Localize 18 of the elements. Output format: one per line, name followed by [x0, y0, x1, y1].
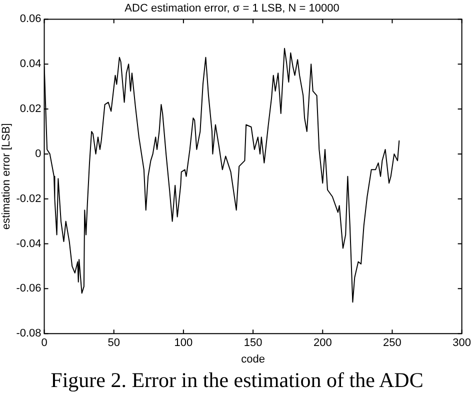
x-tick-label: 250 — [383, 337, 402, 350]
x-tick-label: 300 — [452, 337, 472, 350]
x-tick-label: 150 — [244, 337, 262, 350]
x-tick-label: 50 — [108, 337, 120, 350]
y-tick-label: -0.04 — [16, 238, 42, 250]
y-tick-label: -0.08 — [16, 328, 42, 340]
y-tick-label: 0.02 — [20, 103, 42, 116]
x-tick-label: 100 — [174, 337, 193, 350]
y-tick-label: 0.04 — [20, 58, 42, 70]
y-tick-label: 0 — [35, 148, 42, 160]
y-axis-title: estimation error [LSB] — [0, 123, 13, 230]
y-tick-label: -0.06 — [16, 282, 42, 295]
chart-title: ADC estimation error, σ = 1 LSB, N = 10000 — [124, 2, 340, 15]
y-tick-label: -0.02 — [16, 192, 42, 205]
caption: Figure 2. Error in the estimation of the ADC — [50, 368, 424, 393]
x-tick-label: 200 — [313, 337, 332, 350]
y-tick-label: 0.06 — [20, 13, 42, 26]
x-axis-title: code — [241, 353, 265, 366]
